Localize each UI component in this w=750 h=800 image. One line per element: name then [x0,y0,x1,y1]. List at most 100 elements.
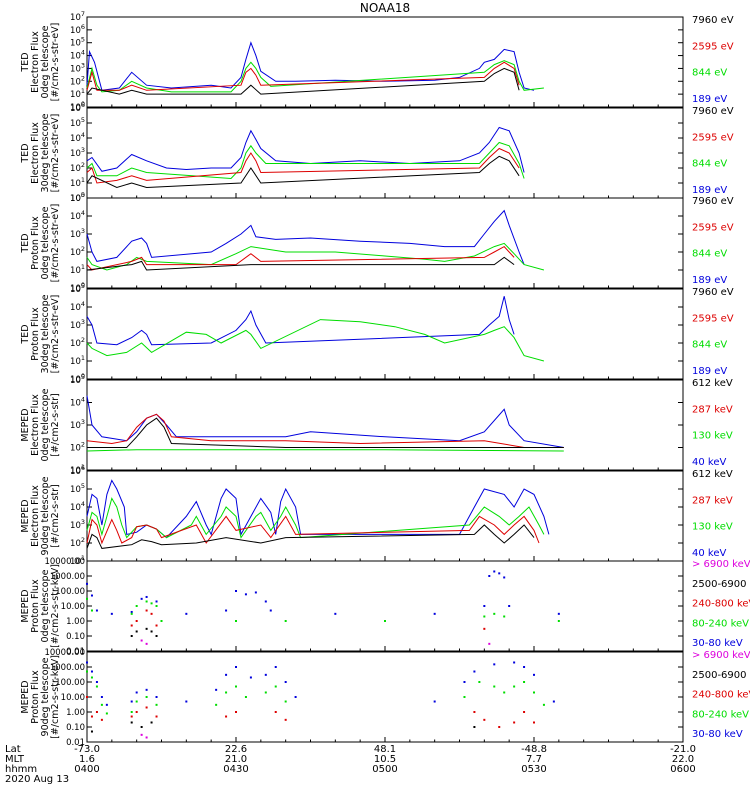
data-point-green [463,696,466,698]
series-line-black [86,256,515,271]
data-point-blue [155,600,158,603]
x-tick-mlt: 1.6 [79,754,95,765]
data-point-red [483,718,486,721]
data-point-blue [274,666,277,668]
data-point-black [90,730,93,733]
data-point-green [384,620,386,622]
legend-entry: 287 keV [692,495,733,506]
series-line-black [86,155,520,189]
x-tick-hhmm: 0530 [521,764,546,775]
data-point-red [498,726,501,728]
data-point-green [274,685,277,688]
x-row-label-mlt: MLT [5,754,25,765]
y-tick-label: 102 [70,536,85,549]
y-tick-label: 10.00 [61,602,85,612]
y-tick-label: 103 [70,61,85,74]
data-point-red [284,718,287,721]
y-tick-label: 104 [70,209,85,222]
legend-entry: 80-240 keV [692,709,749,720]
panel-frame [86,651,684,743]
data-point-green [493,612,496,615]
data-point-magenta [488,642,491,645]
y-tick-label: 107 [70,10,85,23]
y-tick-label: 101 [70,87,85,100]
series-line-green [86,319,545,362]
data-point-green [533,691,535,694]
data-point-blue [95,681,98,683]
data-point-red [90,715,93,718]
data-point-green [523,681,526,683]
data-point-blue [498,572,501,575]
data-point-green [135,700,138,703]
y-tick-label: 1.00 [66,708,85,718]
legend-entry: 189 eV [692,94,727,105]
panel-frame [86,560,684,652]
data-point-blue [488,575,491,577]
data-point-red [483,627,486,630]
y-axis-label: TEDElectron Flux30deg telescope[#/cm2-s-… [20,113,61,192]
data-point-green [90,609,93,612]
legend-entry: 844 eV [692,340,727,351]
legend-entry: 612 keV [692,469,733,480]
x-tick-hhmm: 0500 [372,764,397,775]
y-tick-label: 102 [70,245,85,258]
y-tick-label: 101 [70,354,85,367]
y-tick-label: 103 [70,227,85,240]
data-point-blue [185,612,188,615]
legend-entry: 2500-6900 [692,579,747,590]
data-point-magenta [145,642,148,645]
y-tick-label: 0.01 [66,647,85,657]
data-point-green [503,615,506,618]
x-tick-lat: -73.0 [74,744,100,755]
data-point-blue [249,676,252,679]
data-point-green [130,612,133,615]
data-point-magenta [145,736,148,739]
data-point-black [135,630,138,633]
data-point-green [155,703,158,706]
series-line-blue [86,395,564,448]
y-tick-label: 101 [70,176,85,189]
data-point-green [145,600,148,603]
data-point-red [145,609,148,612]
data-point-green [105,712,108,715]
data-point-black [150,630,153,633]
x-tick-mlt: 21.0 [225,754,247,765]
series-line-green [86,141,525,180]
series-line-red [86,515,540,545]
y-tick-label: 102 [70,336,85,349]
panel-frame [86,470,684,562]
data-point-blue [552,700,555,703]
data-point-blue [433,700,436,703]
y-axis-label: MEPEDElectron Flux0deg telescope[#/cm2-s… [20,388,61,461]
x-tick-hhmm: 0430 [223,764,248,775]
data-point-blue [145,595,148,598]
data-point-blue [294,696,297,698]
series-line-green [86,497,545,539]
data-point-blue [483,605,486,607]
x-tick-lat: 22.6 [225,744,247,755]
y-tick-label: 103 [70,418,85,431]
series-line-green [86,449,564,452]
data-point-blue [493,570,496,573]
legend-entry: 189 eV [692,275,727,286]
data-point-blue [130,610,133,613]
series-line-red [86,61,520,91]
data-point-green [557,620,560,622]
data-point-red [533,721,535,724]
y-tick-label: 103 [70,146,85,159]
series-line-black [86,67,520,95]
data-point-blue [523,666,526,668]
data-point-blue [225,673,228,676]
data-point-blue [473,670,476,673]
data-point-green [235,685,237,688]
data-point-blue [244,593,247,596]
data-point-red [145,706,148,709]
data-point-blue [95,609,98,612]
data-point-blue [215,688,218,691]
y-axis-label: TEDProton Flux0deg telescope[#/cm2-s-str… [20,204,61,283]
data-point-green [90,676,93,679]
